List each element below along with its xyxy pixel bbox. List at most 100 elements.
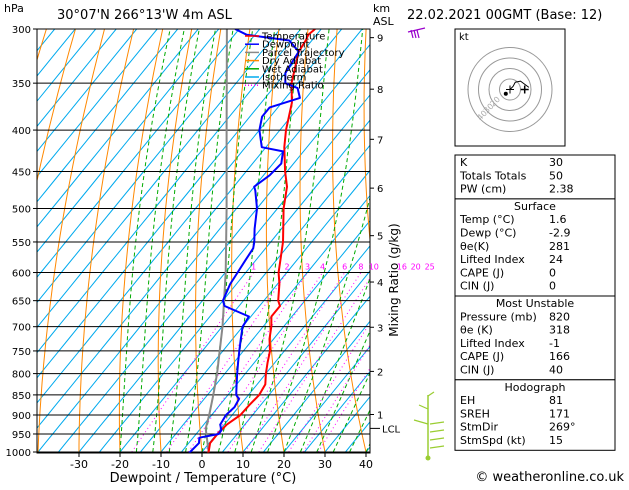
index-label: θe (K) (460, 324, 493, 337)
x-tick-label: -10 (152, 458, 170, 471)
x-tick-label: -30 (70, 458, 88, 471)
mixing-ratio-label: 20 (411, 263, 421, 272)
pressure-tick-label: 400 (12, 126, 31, 137)
index-label: CAPE (J) (460, 350, 504, 363)
wind-barb-flag (428, 392, 434, 396)
index-label: CIN (J) (460, 364, 494, 377)
index-label: CIN (J) (460, 280, 494, 293)
wind-barb-flag (419, 405, 428, 409)
index-value: 171 (549, 407, 570, 420)
hpa-unit-label: hPa (4, 2, 24, 15)
wind-barb-top (414, 30, 416, 38)
km-tick-label: 8 (377, 85, 383, 96)
isotherm-line (18, 29, 363, 452)
mixing-ratio-label: 10 (369, 263, 379, 272)
hodograph-unit: kt (459, 32, 469, 43)
pressure-tick-label: 950 (12, 430, 31, 441)
index-value: 269° (549, 421, 576, 434)
index-value: 2.38 (549, 183, 574, 196)
index-label: θe(K) (460, 240, 489, 253)
mixing-ratio-label: 3 (305, 263, 310, 272)
mixing-ratio-line (318, 273, 429, 453)
index-label: Pressure (mb) (460, 310, 537, 323)
index-label: EH (460, 394, 475, 407)
copyright-text: © weatheronline.co.uk (475, 470, 624, 485)
index-value: 40 (549, 364, 563, 377)
index-value: 15 (549, 434, 563, 447)
pressure-tick-label: 1000 (6, 448, 31, 459)
dry-adiabat-line (232, 29, 250, 452)
pressure-tick-label: 800 (12, 370, 31, 381)
pressure-tick-label: 300 (12, 25, 31, 36)
index-label: StmDir (460, 421, 499, 434)
section-title: Hodograph (505, 381, 566, 394)
index-label: Lifted Index (460, 253, 525, 266)
pressure-tick-label: 450 (12, 167, 31, 178)
mixing-ratio-label: 1 (251, 263, 256, 272)
legend-entry: Mixing Ratio (262, 81, 324, 92)
pressure-axis-ticks: 3003504004505005506006507007508008509009… (6, 25, 37, 459)
index-value: -1 (549, 337, 560, 350)
index-value: 820 (549, 310, 570, 323)
km-tick-label: 5 (377, 232, 383, 243)
x-tick-label: 30 (318, 458, 332, 471)
km-tick-label: 2 (377, 367, 383, 378)
index-value: 81 (549, 394, 563, 407)
pressure-tick-label: 850 (12, 391, 31, 402)
x-tick-label: 10 (236, 458, 250, 471)
km-tick-label: 7 (377, 135, 383, 146)
mixing-ratio-line (205, 273, 323, 453)
isotherm-line (141, 29, 486, 452)
wind-barbs (408, 28, 444, 461)
km-tick-label: 6 (377, 184, 383, 195)
isotherm-line (0, 29, 260, 452)
valid-time-title: 22.02.2021 00GMT (Base: 12) (407, 8, 602, 23)
mixing-ratio-line (228, 273, 345, 453)
index-value: -2.9 (549, 227, 570, 240)
index-label: Temp (°C) (459, 213, 515, 226)
mixing-ratio-line (132, 273, 254, 453)
section-title: Most Unstable (496, 297, 575, 310)
pressure-tick-label: 750 (12, 347, 31, 358)
index-value: 0 (549, 280, 556, 293)
x-tick-label: 40 (359, 458, 373, 471)
wind-barb-flag (430, 422, 444, 424)
km-tick-label: 9 (377, 34, 383, 45)
index-value: 166 (549, 350, 570, 363)
index-value: 24 (549, 253, 563, 266)
wind-barb-flag (430, 430, 444, 432)
pressure-tick-label: 700 (12, 323, 31, 334)
wind-barb-surface (426, 456, 431, 461)
wet-adiabat-line (300, 29, 442, 452)
km-unit-label: km (373, 2, 390, 15)
mixing-ratio-label: 2 (284, 263, 289, 272)
hodograph-mean-wind (504, 92, 508, 96)
mixing-ratio-line (245, 273, 361, 453)
index-label: K (460, 156, 468, 169)
index-label: CAPE (J) (460, 266, 504, 279)
mixing-ratio-label: 6 (342, 263, 347, 272)
x-tick-label: 20 (277, 458, 291, 471)
index-value: 281 (549, 240, 570, 253)
km-tick-label: 1 (377, 410, 383, 421)
wind-barb-flag (430, 438, 444, 440)
location-title: 30°07'N 266°13'W 4m ASL (57, 8, 233, 23)
index-value: 0 (549, 266, 556, 279)
index-label: SREH (460, 407, 490, 420)
dry-adiabat-line (395, 29, 448, 452)
section-title: Surface (514, 200, 556, 213)
pressure-tick-label: 500 (12, 204, 31, 215)
isotherm-line (38, 29, 383, 452)
mixing-ratio-label: 4 (320, 263, 325, 272)
mixing-ratio-axis-title: Mixing Ratio (g/kg) (387, 223, 401, 336)
asl-unit-label: ASL (373, 15, 395, 28)
km-tick-label: 4 (377, 278, 383, 289)
pressure-tick-label: 550 (12, 238, 31, 249)
isotherm-line (0, 29, 219, 452)
index-value: 30 (549, 156, 563, 169)
index-label: Totals Totals (459, 169, 527, 182)
wind-barb-top (417, 30, 419, 38)
